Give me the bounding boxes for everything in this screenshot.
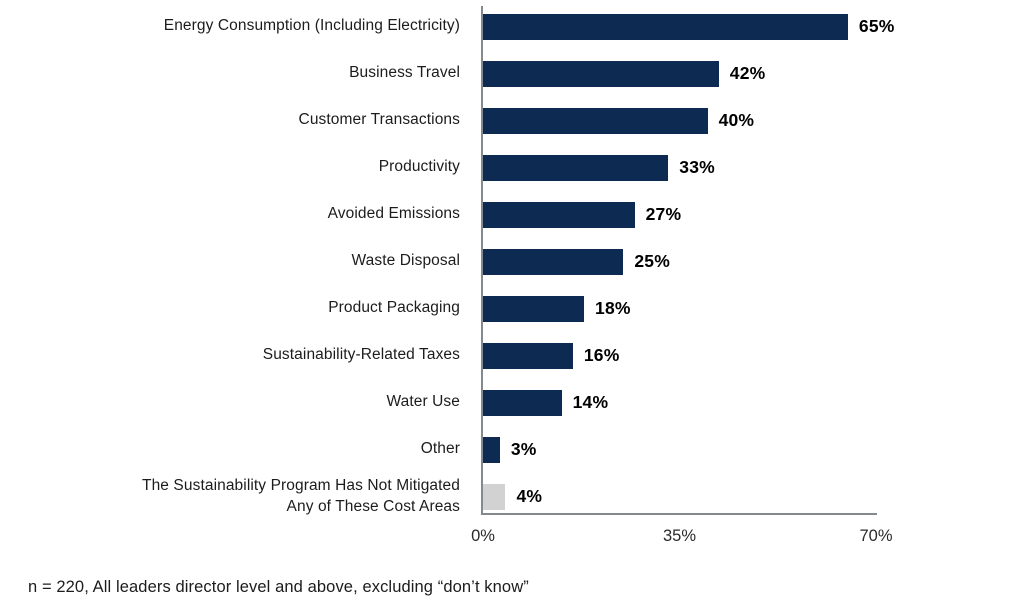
- chart-row: Other 3%: [0, 426, 1024, 473]
- bar: [483, 107, 708, 134]
- x-tick-label: 35%: [662, 527, 697, 545]
- bar: [483, 248, 624, 275]
- chart-row: Product Packaging 18%: [0, 285, 1024, 332]
- chart-row: The Sustainability Program Has Not Mitig…: [0, 473, 1024, 520]
- value-label: 14%: [572, 392, 609, 412]
- bar: [483, 295, 585, 322]
- bar: [483, 13, 848, 40]
- bar-track: 25%: [483, 248, 1024, 275]
- x-tick-label: 70%: [859, 527, 893, 545]
- category-label: Avoided Emissions: [327, 205, 460, 223]
- bar-track: 3%: [483, 436, 1024, 463]
- bar-track: 27%: [483, 201, 1024, 228]
- bar: [483, 483, 506, 510]
- bar-track: 65%: [483, 13, 1024, 40]
- category-label: Waste Disposal: [351, 252, 460, 270]
- category-label: Customer Transactions: [298, 111, 460, 129]
- value-label: 16%: [583, 345, 620, 365]
- bar: [483, 436, 500, 463]
- value-label: 25%: [634, 251, 670, 271]
- bar: [483, 154, 669, 181]
- value-label: 3%: [510, 439, 537, 459]
- bar: [483, 201, 635, 228]
- bar-track: 18%: [483, 295, 1024, 322]
- chart-row: Business Travel 42%: [0, 50, 1024, 97]
- value-label: 18%: [595, 298, 631, 318]
- bar-track: 14%: [483, 389, 1024, 416]
- category-label: The Sustainability Program Has Not Mitig…: [142, 477, 460, 515]
- value-label: 4%: [516, 486, 543, 506]
- x-axis-line: [481, 513, 877, 515]
- category-label: Productivity: [378, 158, 460, 176]
- chart-row: Sustainability-Related Taxes 16%: [0, 332, 1024, 379]
- value-label: 65%: [858, 16, 895, 36]
- category-label: Business Travel: [349, 64, 460, 82]
- y-axis-line: [481, 6, 483, 515]
- bar-track: 42%: [483, 60, 1024, 87]
- chart-row: Avoided Emissions 27%: [0, 191, 1024, 238]
- bar-track: 16%: [483, 342, 1024, 369]
- value-label: 27%: [645, 204, 682, 224]
- category-label: Product Packaging: [328, 299, 460, 317]
- value-label: 33%: [679, 157, 715, 177]
- chart-row: Energy Consumption (Including Electricit…: [0, 3, 1024, 50]
- category-label: Water Use: [386, 393, 460, 411]
- value-label: 40%: [718, 110, 755, 130]
- category-label: Sustainability-Related Taxes: [262, 346, 460, 364]
- category-label: Energy Consumption (Including Electricit…: [163, 17, 460, 35]
- bar: [483, 389, 562, 416]
- chart-rows: Energy Consumption (Including Electricit…: [0, 3, 1024, 520]
- chart-row: Waste Disposal 25%: [0, 238, 1024, 285]
- bar: [483, 342, 573, 369]
- chart-row: Productivity 33%: [0, 144, 1024, 191]
- chart-row: Water Use 14%: [0, 379, 1024, 426]
- chart-footnote: n = 220, All leaders director level and …: [28, 578, 529, 596]
- bar-track: 4%: [483, 483, 1024, 510]
- chart-row: Customer Transactions 40%: [0, 97, 1024, 144]
- bar-track: 40%: [483, 107, 1024, 134]
- x-tick-label: 0%: [471, 527, 495, 545]
- category-label: Other: [420, 440, 460, 458]
- bar-track: 33%: [483, 154, 1024, 181]
- value-label: 42%: [729, 63, 766, 83]
- bar: [483, 60, 719, 87]
